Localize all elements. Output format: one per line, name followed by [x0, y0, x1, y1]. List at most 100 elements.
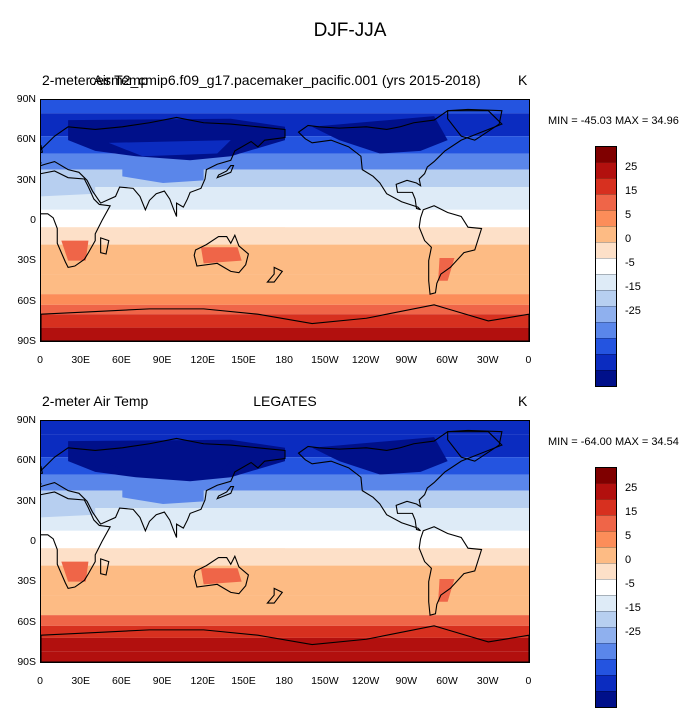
- colorbar-swatch: [596, 322, 616, 338]
- coastline-australia: [193, 554, 250, 595]
- colorbar: [595, 146, 617, 387]
- cold-core-canada: [312, 116, 448, 154]
- lon-tick-label: 0: [37, 354, 43, 366]
- coastline-new-zealand: [266, 266, 284, 283]
- colorbar-tick-label: 5: [625, 209, 632, 221]
- lon-tick-label: 90W: [395, 354, 418, 366]
- lon-tick-label: 0: [37, 675, 43, 687]
- colorbar-tick-label: 25: [625, 161, 638, 173]
- temperature-band: [41, 508, 529, 531]
- colorbar-swatch: [596, 370, 616, 386]
- colorbar-tick-label: 0: [625, 554, 632, 566]
- temperature-band: [41, 209, 529, 228]
- colorbar-swatch: [596, 338, 616, 354]
- lat-tick-label: 60N: [16, 454, 36, 467]
- warm-argentina: [438, 257, 455, 281]
- temperature-band: [41, 100, 529, 114]
- colorbar-tick-label: 15: [625, 185, 638, 197]
- colorbar-swatch: [596, 563, 616, 579]
- warm-australia: [200, 247, 242, 264]
- coastline-greenland: [447, 429, 503, 462]
- panel-units-label: K: [518, 72, 528, 88]
- lon-tick-label: 60E: [112, 675, 131, 687]
- panel-center-label: LEGATES: [253, 393, 317, 409]
- temperature-band: [41, 530, 529, 549]
- lon-tick-label: 90W: [395, 675, 418, 687]
- colorbar-swatch: [596, 178, 616, 194]
- latitude-axis: 90N 60N 30N 0 30S 60S 90S: [0, 414, 40, 668]
- colorbar-swatch: [596, 531, 616, 547]
- warm-southern-africa: [61, 240, 89, 261]
- colorbar-swatch: [596, 226, 616, 242]
- colorbar-swatch: [596, 675, 616, 691]
- colorbar-tick-label: -25: [625, 305, 641, 317]
- colorbar-swatch: [596, 499, 616, 515]
- lon-tick-label: 90E: [152, 354, 172, 366]
- temperature-band: [41, 304, 529, 315]
- coastline-eurasia: [41, 437, 286, 538]
- lat-tick-label: 30S: [17, 575, 36, 588]
- lat-tick-label: 60S: [17, 294, 36, 307]
- colorbar-tick-label: -15: [625, 602, 641, 614]
- colorbar-swatch: [596, 258, 616, 274]
- lat-tick-label: 90S: [17, 334, 36, 347]
- cold-core-siberia: [68, 439, 285, 482]
- lon-tick-label: 180: [275, 675, 293, 687]
- lat-tick-label: 30N: [16, 494, 36, 507]
- colorbar-tick-label: -25: [625, 626, 641, 638]
- colorbar-swatch: [596, 643, 616, 659]
- panel-units-label: K: [518, 393, 528, 409]
- colorbar-swatch: [596, 274, 616, 290]
- temperature-band: [41, 169, 529, 188]
- lon-tick-label: 120W: [351, 675, 380, 687]
- cold-core-siberia: [68, 118, 285, 161]
- colorbar-swatch: [596, 611, 616, 627]
- coastline-japan: [216, 486, 235, 500]
- colorbar-swatch: [596, 194, 616, 210]
- longitude-axis: 0 30E 60E 90E 120E 150E 180 150W 120W 90W 60W 30W 0: [37, 675, 531, 689]
- lat-tick-label: 0: [30, 534, 36, 547]
- lat-tick-label: 90N: [16, 414, 36, 426]
- sahara-anomaly: [41, 501, 96, 518]
- coastline-antarctica: [41, 625, 529, 662]
- warm-argentina: [438, 578, 455, 602]
- colorbar-swatch: [596, 547, 616, 563]
- cold-core-asia: [108, 461, 231, 478]
- lon-tick-label: 120W: [351, 354, 380, 366]
- longitude-axis: 0 30E 60E 90E 120E 150E 180 150W 120W 90W 60W 30W 0: [37, 354, 531, 368]
- colorbar-swatch: [596, 354, 616, 370]
- colorbar-swatch: [596, 242, 616, 258]
- lon-tick-label: 30E: [71, 354, 91, 366]
- map-canvas: [41, 100, 529, 341]
- lon-tick-label: 30W: [476, 354, 499, 366]
- panel-left-label: 2-meter Air Temp: [42, 72, 149, 88]
- lon-tick-label: 150E: [231, 675, 256, 687]
- colorbar-swatch: [596, 147, 616, 162]
- indo-pacific-band: [149, 548, 285, 562]
- lon-tick-label: 0: [525, 675, 532, 687]
- colorbar-swatch: [596, 579, 616, 595]
- temperature-band: [41, 625, 529, 638]
- panel-top: 2-meter Air Temp cesm2_cmip6.f09_g17.pac…: [0, 68, 700, 387]
- temperature-band: [41, 615, 529, 626]
- coastline-namerica: [297, 431, 503, 532]
- temperature-band: [41, 274, 529, 295]
- lon-tick-label: 150E: [231, 354, 256, 366]
- colorbar-swatch: [596, 691, 616, 707]
- lat-tick-label: 90N: [16, 93, 36, 105]
- lon-tick-label: 120E: [190, 675, 216, 687]
- warm-australia: [200, 568, 242, 585]
- lon-tick-label: 150W: [311, 675, 339, 687]
- lon-tick-label: 60W: [436, 675, 458, 687]
- colorbar-swatch: [596, 306, 616, 322]
- temperature-map: [40, 99, 530, 342]
- sahara-anomaly: [41, 180, 96, 197]
- temperature-band: [41, 314, 529, 328]
- lon-tick-label: 30E: [71, 675, 91, 687]
- lat-tick-label: 90S: [17, 655, 36, 668]
- temperature-band: [41, 327, 529, 341]
- coastline-samerica: [418, 205, 483, 295]
- lon-tick-label: 180: [275, 354, 293, 366]
- coastline-africa: [41, 170, 112, 268]
- colorbar-swatch: [596, 627, 616, 643]
